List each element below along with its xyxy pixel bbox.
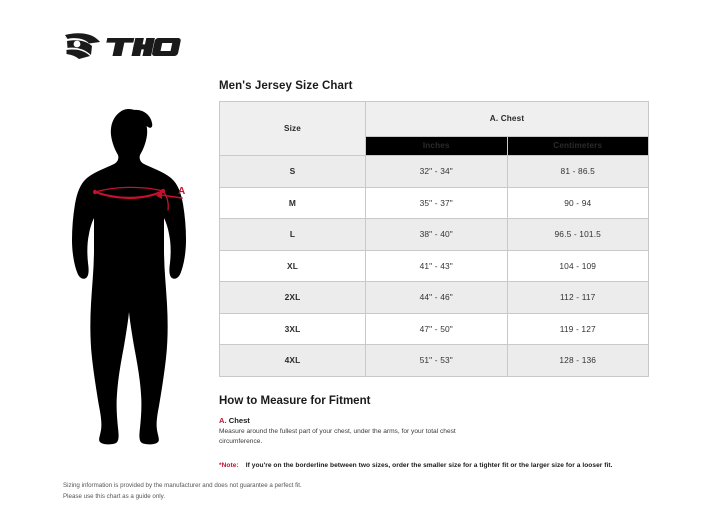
cell-centimeters: 90 - 94 — [506, 186, 649, 219]
cell-centimeters: 119 - 127 — [506, 312, 649, 345]
cell-size: 3XL — [219, 312, 366, 345]
measure-item-name: Chest — [228, 415, 250, 425]
page-title: Men's Jersey Size Chart — [219, 80, 353, 92]
table-row: 3XL 47" - 50" 119 - 127 — [219, 312, 649, 345]
cell-centimeters: 112 - 117 — [506, 281, 649, 314]
table-row: 2XL 44" - 46" 112 - 117 — [219, 281, 649, 314]
disclaimer-line-1: Sizing information is provided by the ma… — [63, 482, 302, 489]
thor-helmet-logo — [65, 33, 181, 59]
column-group-header-chest: A. Chest — [365, 101, 649, 137]
size-chart-panel: Men's Jersey Size Chart Size A. Chest In… — [219, 80, 649, 447]
disclaimer: Sizing information is provided by the ma… — [63, 481, 302, 502]
measure-item-mark: A. — [219, 415, 227, 425]
measure-item-description: Measure around the fullest part of your … — [219, 427, 456, 445]
body-silhouette-figure — [58, 100, 208, 448]
column-header-centimeters: Centimeters — [506, 135, 649, 157]
measure-item-heading: A. Chest — [219, 416, 649, 425]
brand-logo — [63, 30, 183, 64]
size-chart-table: Size A. Chest Inches Centimeters S 32" -… — [219, 101, 649, 377]
cell-size: XL — [219, 249, 366, 282]
cell-centimeters: 96.5 - 101.5 — [506, 218, 649, 251]
measure-point-label-a: A — [178, 186, 186, 197]
cell-centimeters: 104 - 109 — [506, 249, 649, 282]
cell-inches: 51" - 53" — [365, 344, 508, 377]
cell-inches: 47" - 50" — [365, 312, 508, 345]
note-line: *Note: If you're on the borderline betwee… — [219, 462, 613, 469]
disclaimer-line-2: Please use this chart as a guide only. — [63, 492, 166, 500]
note-text: If you're on the borderline between two … — [245, 462, 613, 469]
cell-size: 4XL — [219, 344, 366, 377]
cell-size: 2XL — [219, 281, 366, 314]
column-header-inches: Inches — [365, 135, 508, 157]
male-torso-silhouette — [72, 109, 186, 445]
cell-inches: 41" - 43" — [365, 249, 508, 282]
table-row: XL 41" - 43" 104 - 109 — [219, 249, 649, 282]
note-keyword: *Note: — [219, 462, 239, 469]
column-header-size: Size — [219, 101, 366, 156]
cell-centimeters: 81 - 86.5 — [506, 155, 649, 188]
table-body: S 32" - 34" 81 - 86.5 M 35" - 37" 90 - 9… — [219, 155, 649, 377]
cell-size: L — [219, 218, 366, 251]
cell-size: M — [219, 186, 366, 219]
cell-size: S — [219, 155, 366, 188]
cell-inches: 35" - 37" — [365, 186, 508, 219]
table-row: L 38" - 40" 96.5 - 101.5 — [219, 218, 649, 251]
table-row: M 35" - 37" 90 - 94 — [219, 186, 649, 219]
cell-inches: 44" - 46" — [365, 281, 508, 314]
chest-measure-arrow — [92, 186, 183, 211]
cell-inches: 32" - 34" — [365, 155, 508, 188]
table-row: S 32" - 34" 81 - 86.5 — [219, 155, 649, 188]
how-to-measure-section: How to Measure for Fitment A. Chest Meas… — [219, 395, 649, 447]
table-header: Size A. Chest Inches Centimeters — [219, 101, 649, 157]
how-to-measure-title: How to Measure for Fitment — [219, 394, 371, 407]
cell-centimeters: 128 - 136 — [506, 344, 649, 377]
cell-inches: 38" - 40" — [365, 218, 508, 251]
table-row: 4XL 51" - 53" 128 - 136 — [219, 344, 649, 377]
